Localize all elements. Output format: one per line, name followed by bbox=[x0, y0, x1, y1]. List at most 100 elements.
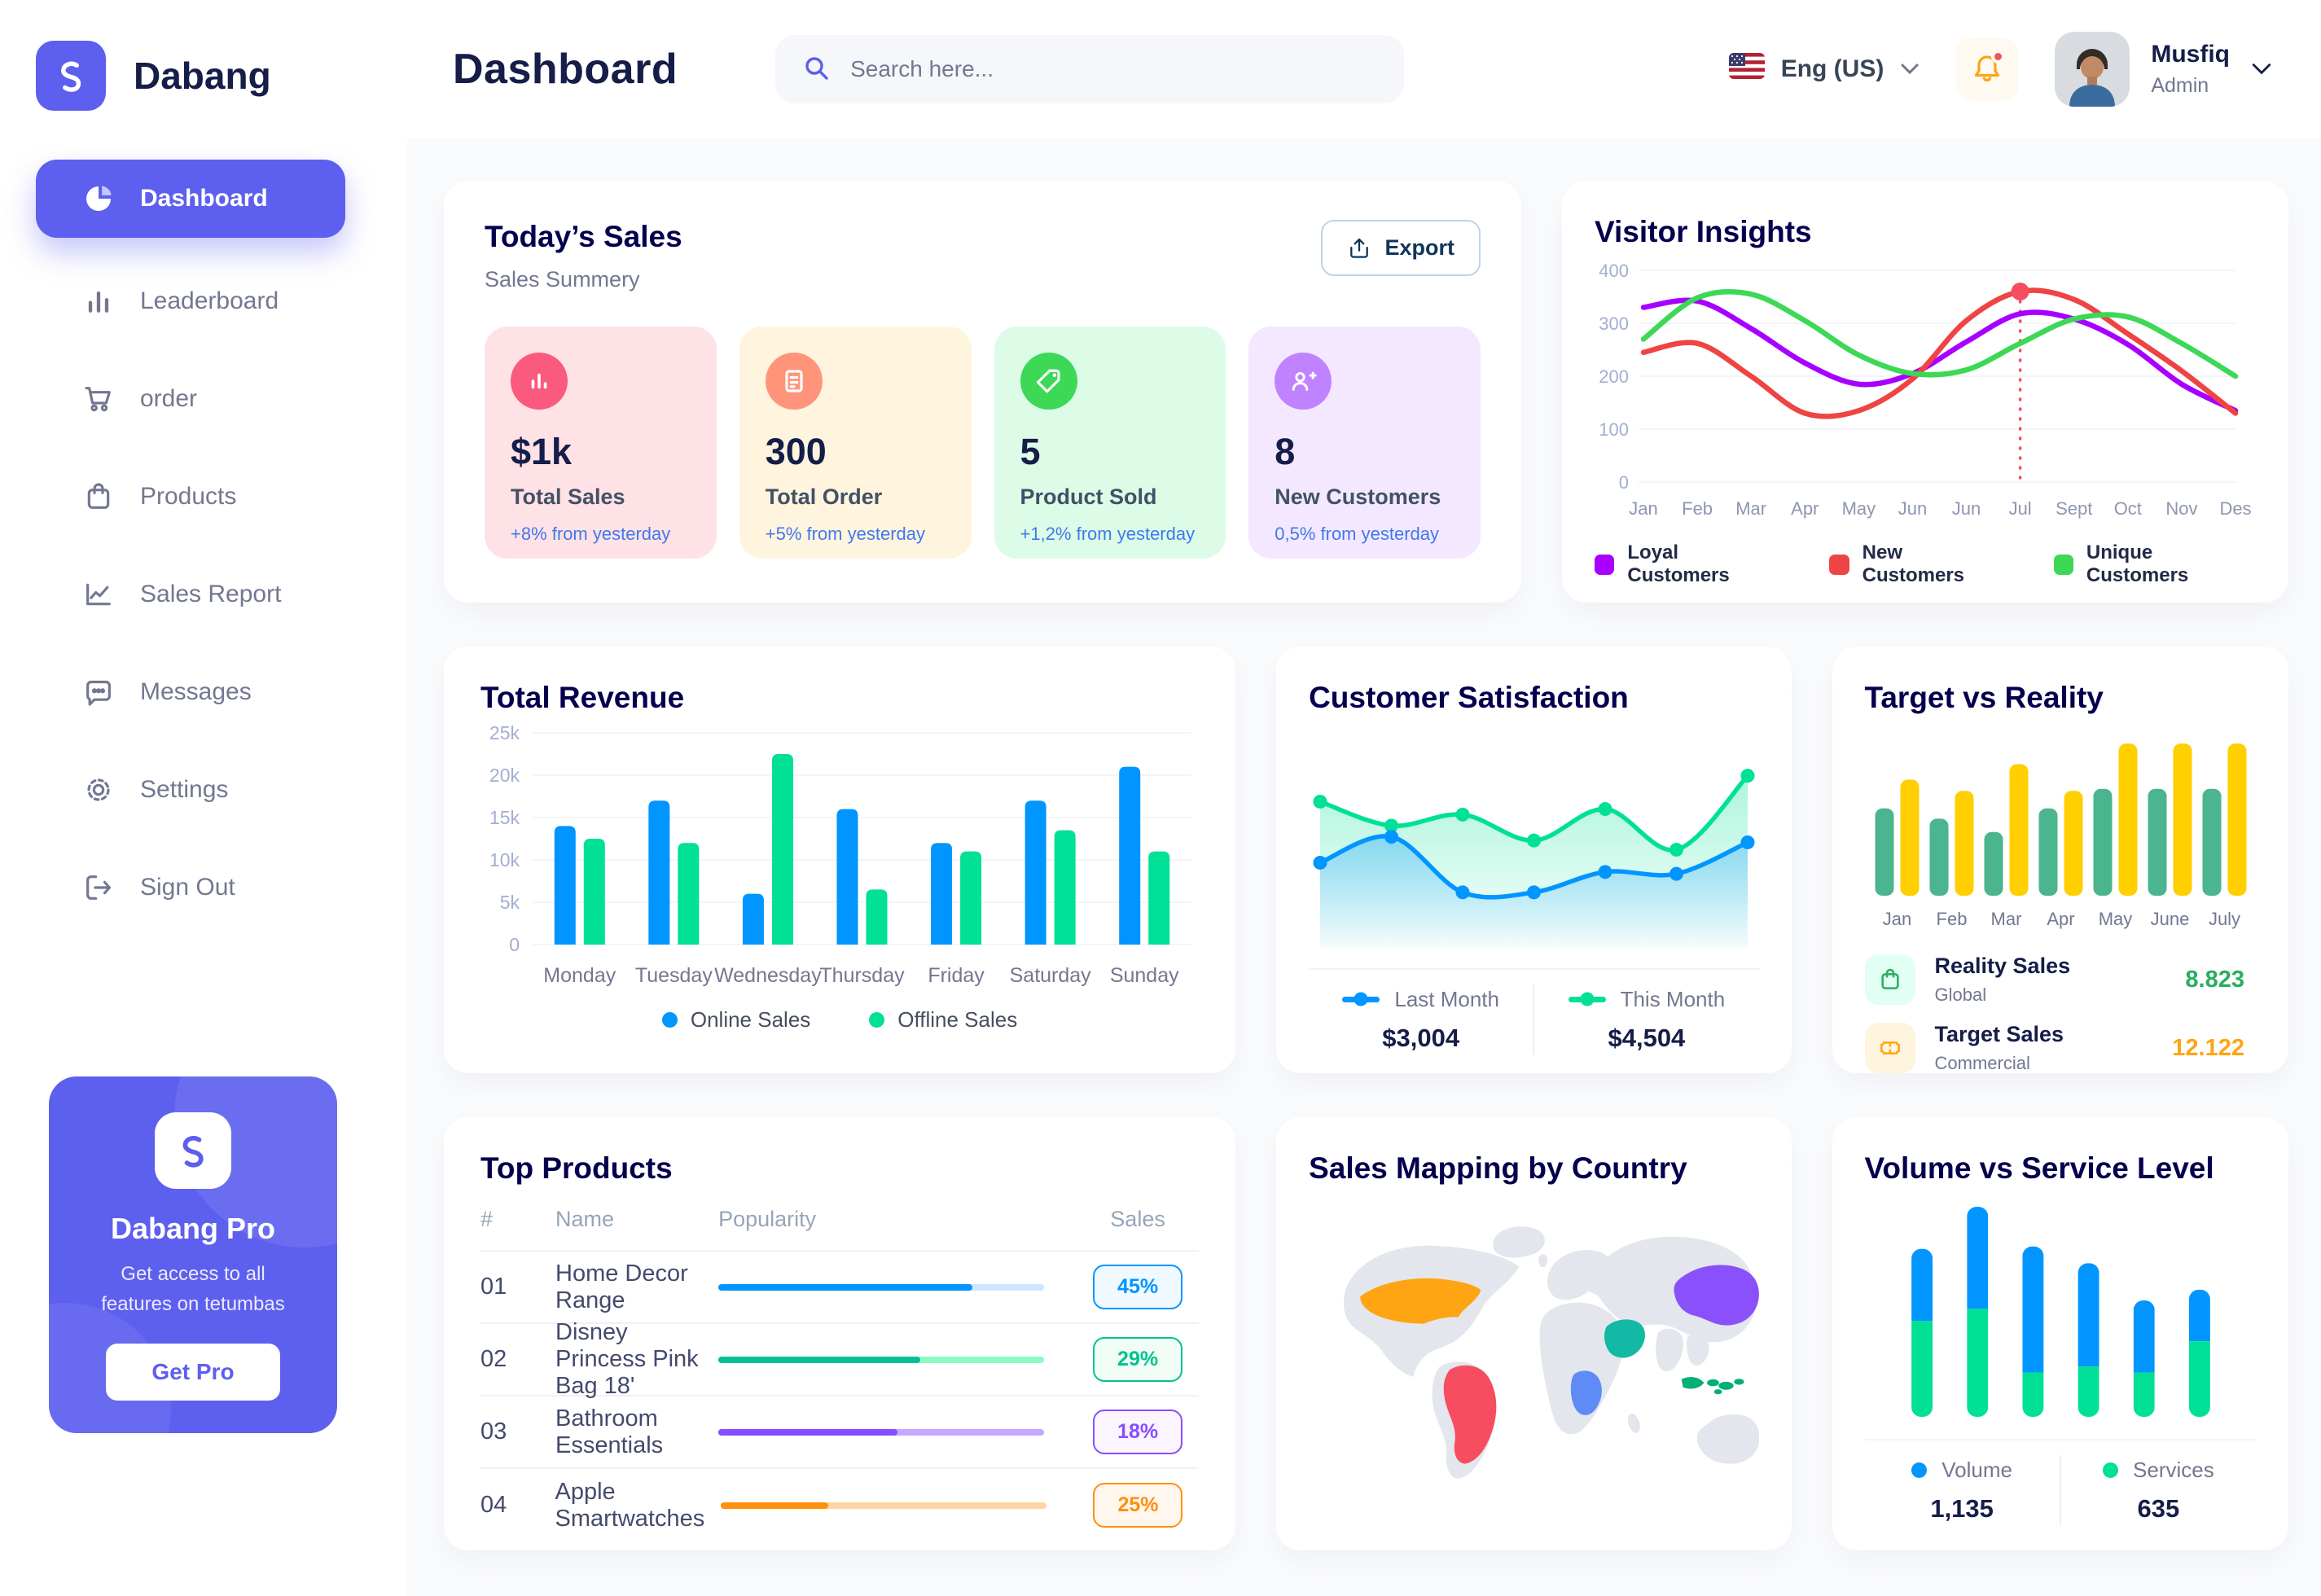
stat-card-new-customers: 8 New Customers 0,5% from yesterday bbox=[1248, 327, 1481, 559]
loyal-swatch bbox=[1595, 554, 1615, 575]
sales-map-card: Sales Mapping by Country bbox=[1276, 1117, 1792, 1550]
svg-text:Sunday: Sunday bbox=[1110, 964, 1179, 987]
stat-card-product-sold: 5 Product Sold +1,2% from yesterday bbox=[994, 327, 1226, 559]
svg-text:Jul: Jul bbox=[2009, 498, 2032, 519]
svg-text:400: 400 bbox=[1599, 261, 1629, 281]
main-content: Today’s Sales Sales Summery Export $1k T… bbox=[407, 138, 2321, 1596]
sidebar-item-dashboard[interactable]: Dashboard bbox=[36, 160, 345, 238]
search-bar[interactable] bbox=[775, 35, 1405, 103]
stat-card-total-order: 300 Total Order +5% from yesterday bbox=[739, 327, 972, 559]
pro-logo-icon bbox=[155, 1112, 231, 1189]
legend-divider bbox=[2059, 1455, 2061, 1525]
sidebar-item-settings[interactable]: Settings bbox=[0, 741, 407, 839]
svg-text:June: June bbox=[2150, 909, 2189, 929]
sidebar-item-order[interactable]: order bbox=[0, 350, 407, 448]
total-sales-icon bbox=[511, 353, 568, 410]
table-header: # Name Popularity Sales bbox=[480, 1207, 1200, 1252]
sidebar-item-sales-report[interactable]: Sales Report bbox=[0, 546, 407, 643]
stat-card-total-sales: $1k Total Sales +8% from yesterday bbox=[485, 327, 717, 559]
services-dot bbox=[2103, 1462, 2119, 1478]
leaderboard-icon bbox=[81, 284, 116, 318]
dashboard-pie-icon bbox=[81, 182, 116, 216]
svg-text:100: 100 bbox=[1599, 419, 1629, 440]
target-sales-value: 12.122 bbox=[2172, 1034, 2244, 1061]
popularity-bar bbox=[718, 1356, 1045, 1363]
sidebar-item-label: Settings bbox=[140, 776, 229, 803]
message-icon bbox=[81, 675, 116, 709]
language-label: Eng (US) bbox=[1780, 55, 1884, 82]
sidebar-item-messages[interactable]: Messages bbox=[0, 643, 407, 741]
sales-badge: 45% bbox=[1093, 1265, 1183, 1309]
divider bbox=[1309, 968, 1759, 970]
svg-text:25k: 25k bbox=[489, 723, 520, 743]
table-row: 01 Home Decor Range 45% bbox=[480, 1252, 1200, 1324]
brand: Dabang bbox=[0, 0, 407, 140]
target-ticket-icon bbox=[1864, 1023, 1915, 1073]
popularity-bar bbox=[721, 1502, 1047, 1509]
sidebar-item-label: Messages bbox=[140, 678, 252, 705]
us-flag-icon bbox=[1728, 53, 1765, 86]
profile-chevron-icon bbox=[2252, 64, 2271, 75]
total-revenue-title: Total Revenue bbox=[480, 681, 685, 714]
volume-total: 1,135 bbox=[1930, 1493, 1994, 1523]
target-vs-reality-title: Target vs Reality bbox=[1864, 681, 2104, 714]
target-sales-legend-row: Target Sales Commercial 12.122 bbox=[1864, 1022, 2257, 1073]
search-input[interactable] bbox=[850, 56, 1379, 82]
popularity-bar bbox=[718, 1283, 1045, 1291]
customer-satisfaction-legend: Last Month $3,004 This Month $4,504 bbox=[1309, 984, 1758, 1054]
sidebar-item-label: order bbox=[140, 385, 198, 412]
svg-text:Saturday: Saturday bbox=[1010, 964, 1092, 987]
notification-badge bbox=[1991, 50, 2006, 64]
svg-text:15k: 15k bbox=[489, 807, 520, 828]
visitor-insights-chart: 0 100 200 300 400 Jan Feb Mar Apr May Jun Jun Jul Sep… bbox=[1599, 261, 2251, 519]
services-total: 635 bbox=[2137, 1493, 2180, 1523]
table-row: 03 Bathroom Essentials 18% bbox=[480, 1396, 1200, 1469]
svg-text:20k: 20k bbox=[489, 765, 520, 786]
svg-text:0: 0 bbox=[509, 934, 520, 955]
total-revenue-chart: 0 5k 10k 15k 20k 25k Monday Tuesday WednesdayThu… bbox=[489, 722, 1191, 987]
sign-out-icon bbox=[81, 870, 116, 905]
language-selector[interactable]: Eng (US) bbox=[1728, 53, 1920, 86]
reality-sales-value: 8.823 bbox=[2185, 966, 2244, 993]
volume-service-card: Volume vs Service Level Volume 1,135 Ser… bbox=[1832, 1117, 2288, 1550]
visitor-insights-title: Visitor Insights bbox=[1595, 215, 1812, 248]
this-month-total: $4,504 bbox=[1608, 1023, 1686, 1052]
table-row: 02 Disney Princess Pink Bag 18' 29% bbox=[480, 1319, 1200, 1399]
sidebar-item-products[interactable]: Products bbox=[0, 448, 407, 546]
volume-dot bbox=[1911, 1462, 1928, 1478]
sidebar: Dabang Dashboard Leaderboard order Produ… bbox=[0, 0, 407, 1596]
customer-satisfaction-card: Customer Satisfaction Last Month $3,004 … bbox=[1276, 647, 1792, 1073]
sidebar-nav: Dashboard Leaderboard order Products Sal… bbox=[0, 155, 407, 936]
svg-text:Nov: Nov bbox=[2165, 498, 2197, 519]
sidebar-item-leaderboard[interactable]: Leaderboard bbox=[0, 252, 407, 350]
sidebar-item-sign-out[interactable]: Sign Out bbox=[0, 839, 407, 936]
export-button[interactable]: Export bbox=[1321, 220, 1481, 276]
sidebar-item-label: Dashboard bbox=[140, 185, 268, 212]
volume-service-chart bbox=[1911, 1207, 2210, 1418]
notifications-button[interactable] bbox=[1955, 37, 2020, 101]
svg-text:Apr: Apr bbox=[1791, 498, 1819, 519]
unique-swatch bbox=[2053, 554, 2073, 575]
svg-text:Thursday: Thursday bbox=[819, 964, 905, 987]
new-customers-icon bbox=[1275, 353, 1332, 410]
svg-text:Mar: Mar bbox=[1990, 909, 2021, 929]
customer-satisfaction-title: Customer Satisfaction bbox=[1309, 681, 1629, 714]
svg-text:Feb: Feb bbox=[1682, 498, 1713, 519]
top-products-card: Top Products # Name Popularity Sales 01 … bbox=[444, 1117, 1236, 1550]
avatar bbox=[2055, 32, 2130, 107]
offline-sales-dot bbox=[869, 1012, 885, 1028]
user-profile[interactable]: Musfiq Admin bbox=[2055, 32, 2272, 107]
total-order-icon bbox=[765, 353, 823, 410]
popularity-bar bbox=[718, 1428, 1045, 1436]
volume-service-title: Volume vs Service Level bbox=[1864, 1151, 2214, 1185]
svg-text:300: 300 bbox=[1599, 314, 1629, 334]
sidebar-item-label: Products bbox=[140, 483, 237, 510]
todays-sales-title: Today’s Sales bbox=[485, 220, 682, 253]
this-month-line-icon bbox=[1568, 992, 1606, 1006]
sidebar-item-label: Leaderboard bbox=[140, 287, 279, 314]
legend-divider bbox=[1533, 984, 1535, 1054]
svg-text:Monday: Monday bbox=[543, 964, 616, 987]
target-vs-reality-chart: Jan Feb Mar Apr May June July bbox=[1875, 743, 2246, 929]
divider bbox=[1864, 1439, 2256, 1440]
get-pro-button[interactable]: Get Pro bbox=[106, 1344, 280, 1401]
